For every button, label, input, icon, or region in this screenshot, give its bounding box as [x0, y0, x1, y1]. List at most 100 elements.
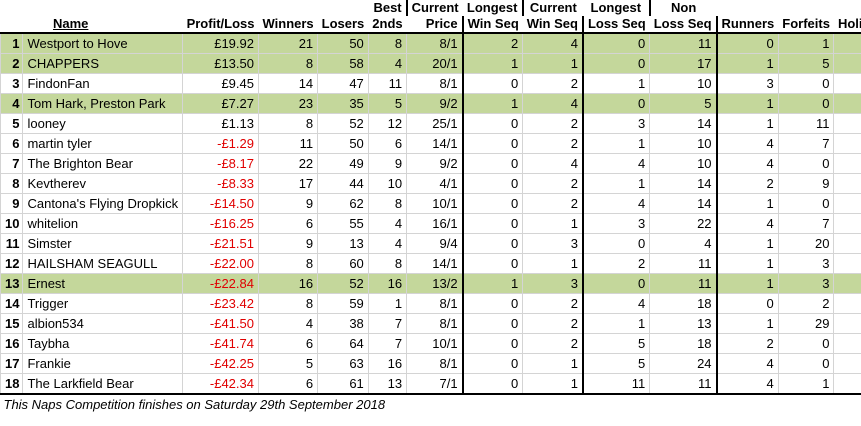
winners-cell[interactable]: 11 [257, 133, 319, 154]
rank-cell[interactable]: 17 [0, 353, 24, 374]
winners-cell[interactable]: 17 [257, 173, 319, 194]
holiday-cell[interactable]: 0 [833, 113, 861, 134]
rank-cell[interactable]: 6 [0, 133, 24, 154]
winners-cell[interactable]: 8 [257, 53, 319, 74]
holiday-cell[interactable]: 0 [833, 193, 861, 214]
rank-cell[interactable]: 11 [0, 233, 24, 254]
profit-loss-cell[interactable]: £7.27 [182, 93, 259, 114]
longest-loss-seq-cell[interactable]: 5 [649, 93, 718, 114]
winners-cell[interactable]: 6 [257, 333, 319, 354]
longest-loss-seq-cell[interactable]: 18 [649, 293, 718, 314]
forfeits-cell[interactable]: 2 [777, 293, 835, 314]
current-win-seq-cell[interactable]: 0 [461, 193, 524, 214]
name-cell[interactable]: Frankie [22, 353, 184, 374]
current-loss-seq-cell[interactable]: 1 [582, 313, 651, 334]
non-runners-cell[interactable]: 3 [716, 73, 779, 94]
name-cell[interactable]: The Brighton Bear [22, 153, 184, 174]
rank-cell[interactable]: 3 [0, 73, 24, 94]
losers-cell[interactable]: 13 [317, 233, 369, 254]
current-win-seq-cell[interactable]: 0 [461, 333, 524, 354]
current-loss-seq-cell[interactable]: 1 [582, 73, 651, 94]
winners-cell[interactable]: 14 [257, 73, 319, 94]
non-runners-cell[interactable]: 2 [716, 173, 779, 194]
best-price-cell[interactable]: 7/1 [406, 373, 464, 395]
profit-loss-cell[interactable]: -£22.84 [182, 273, 259, 294]
non-runners-cell[interactable]: 1 [716, 113, 779, 134]
winners-cell[interactable]: 9 [257, 233, 319, 254]
seconds-cell[interactable]: 16 [367, 273, 408, 294]
holiday-cell[interactable]: 0 [833, 53, 861, 74]
rank-cell[interactable]: 14 [0, 293, 24, 314]
losers-cell[interactable]: 61 [317, 373, 369, 395]
profit-loss-cell[interactable]: -£1.29 [182, 133, 259, 154]
losers-cell[interactable]: 50 [317, 133, 369, 154]
holiday-cell[interactable]: 8 [833, 73, 861, 94]
losers-cell[interactable]: 58 [317, 53, 369, 74]
holiday-cell[interactable]: 0 [833, 373, 861, 395]
forfeits-cell[interactable]: 11 [777, 113, 835, 134]
name-cell[interactable]: The Larkfield Bear [22, 373, 184, 395]
current-loss-seq-cell[interactable]: 5 [582, 353, 651, 374]
seconds-cell[interactable]: 7 [367, 333, 408, 354]
name-cell[interactable]: Simster [22, 233, 184, 254]
seconds-cell[interactable]: 8 [367, 253, 408, 274]
non-runners-cell[interactable]: 4 [716, 133, 779, 154]
forfeits-cell[interactable]: 7 [777, 213, 835, 234]
winners-cell[interactable]: 8 [257, 293, 319, 314]
longest-win-seq-cell[interactable]: 2 [522, 293, 584, 314]
losers-cell[interactable]: 49 [317, 153, 369, 174]
profit-loss-cell[interactable]: -£42.25 [182, 353, 259, 374]
seconds-cell[interactable]: 8 [367, 32, 408, 54]
seconds-cell[interactable]: 8 [367, 193, 408, 214]
current-loss-seq-cell[interactable]: 1 [582, 173, 651, 194]
longest-win-seq-cell[interactable]: 3 [522, 233, 584, 254]
forfeits-cell[interactable]: 7 [777, 133, 835, 154]
longest-win-seq-cell[interactable]: 2 [522, 73, 584, 94]
longest-loss-seq-cell[interactable]: 17 [649, 53, 718, 74]
longest-loss-seq-cell[interactable]: 13 [649, 313, 718, 334]
longest-loss-seq-cell[interactable]: 22 [649, 213, 718, 234]
best-price-cell[interactable]: 16/1 [406, 213, 464, 234]
forfeits-cell[interactable]: 0 [777, 73, 835, 94]
holiday-cell[interactable]: 0 [833, 313, 861, 334]
seconds-cell[interactable]: 4 [367, 213, 408, 234]
longest-loss-seq-cell[interactable]: 11 [649, 273, 718, 294]
profit-loss-cell[interactable]: -£16.25 [182, 213, 259, 234]
rank-cell[interactable]: 5 [0, 113, 24, 134]
name-cell[interactable]: Ernest [22, 273, 184, 294]
current-win-seq-cell[interactable]: 0 [461, 253, 524, 274]
best-price-cell[interactable]: 9/2 [406, 93, 464, 114]
winners-cell[interactable]: 4 [257, 313, 319, 334]
non-runners-cell[interactable]: 1 [716, 313, 779, 334]
longest-loss-seq-cell[interactable]: 14 [649, 193, 718, 214]
winners-cell[interactable]: 8 [257, 253, 319, 274]
best-price-cell[interactable]: 8/1 [406, 32, 464, 54]
rank-cell[interactable]: 10 [0, 213, 24, 234]
non-runners-cell[interactable]: 4 [716, 353, 779, 374]
seconds-cell[interactable]: 10 [367, 173, 408, 194]
profit-loss-cell[interactable]: -£23.42 [182, 293, 259, 314]
current-loss-seq-cell[interactable]: 0 [582, 233, 651, 254]
losers-cell[interactable]: 59 [317, 293, 369, 314]
best-price-cell[interactable]: 20/1 [406, 53, 464, 74]
name-cell[interactable]: albion534 [22, 313, 184, 334]
forfeits-cell[interactable]: 0 [777, 333, 835, 354]
current-win-seq-cell[interactable]: 0 [461, 233, 524, 254]
rank-cell[interactable]: 15 [0, 313, 24, 334]
profit-loss-cell[interactable]: -£8.33 [182, 173, 259, 194]
winners-cell[interactable]: 23 [257, 93, 319, 114]
losers-cell[interactable]: 63 [317, 353, 369, 374]
forfeits-cell[interactable]: 9 [777, 173, 835, 194]
best-price-cell[interactable]: 10/1 [406, 333, 464, 354]
profit-loss-cell[interactable]: -£42.34 [182, 373, 259, 395]
non-runners-cell[interactable]: 1 [716, 273, 779, 294]
current-loss-seq-cell[interactable]: 0 [582, 53, 651, 74]
name-cell[interactable]: CHAPPERS [22, 53, 184, 74]
losers-cell[interactable]: 44 [317, 173, 369, 194]
seconds-cell[interactable]: 13 [367, 373, 408, 395]
losers-cell[interactable]: 52 [317, 113, 369, 134]
seconds-cell[interactable]: 11 [367, 73, 408, 94]
winners-cell[interactable]: 16 [257, 273, 319, 294]
profit-loss-cell[interactable]: -£21.51 [182, 233, 259, 254]
longest-loss-seq-cell[interactable]: 4 [649, 233, 718, 254]
